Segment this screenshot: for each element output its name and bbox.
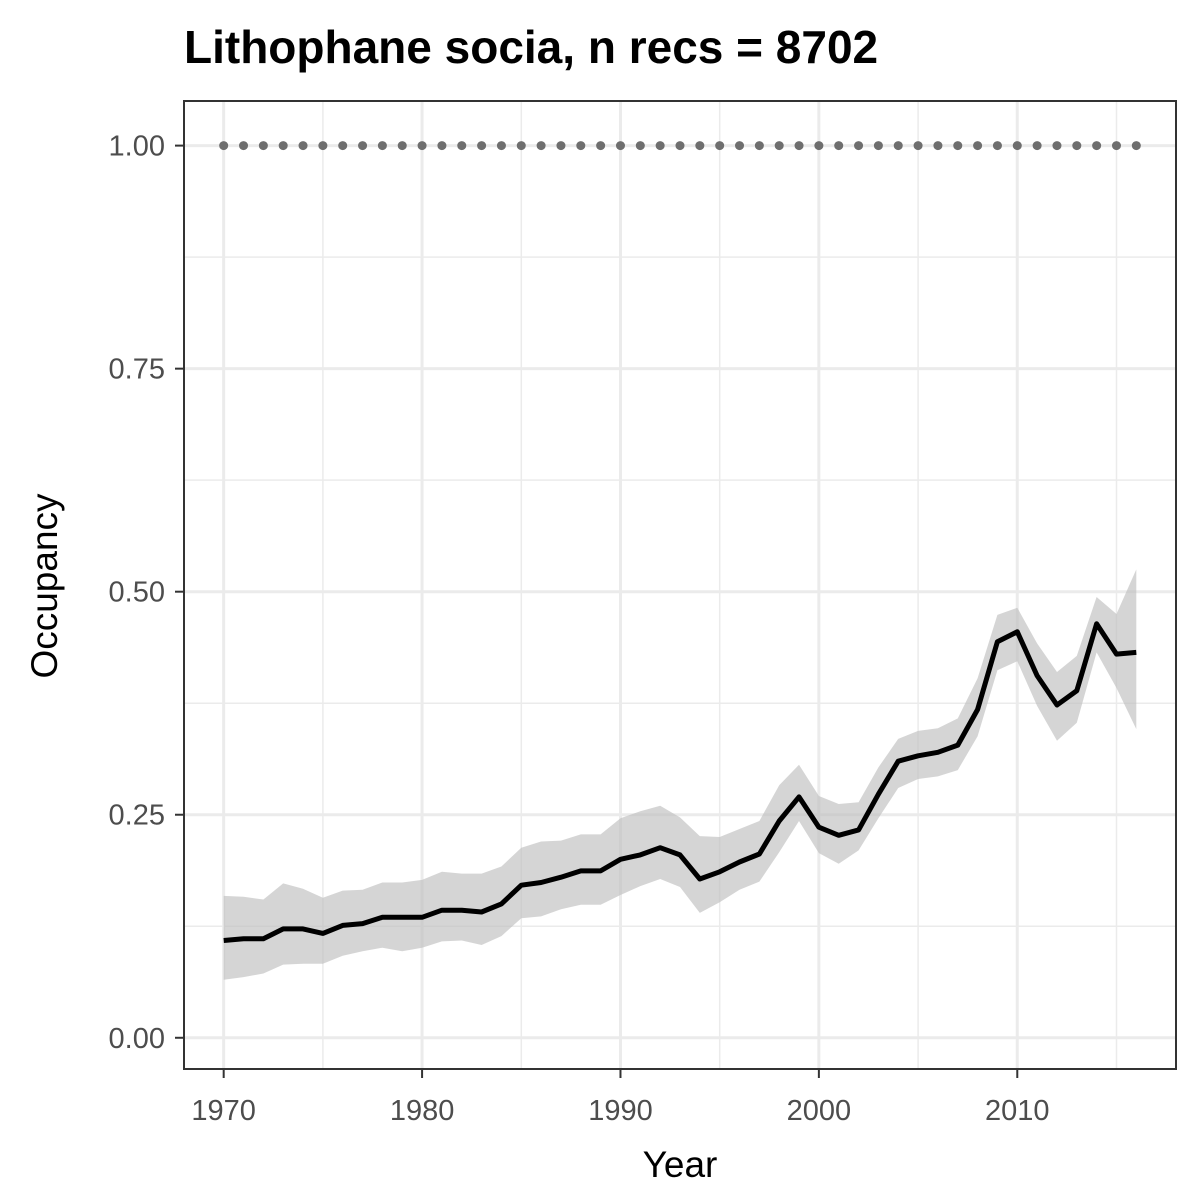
reference-point <box>774 141 784 151</box>
y-tick-label: 0.75 <box>109 354 165 386</box>
reference-point <box>1052 141 1062 151</box>
reference-point <box>1131 141 1141 151</box>
reference-point <box>516 141 526 151</box>
y-tick-label: 0.25 <box>109 800 165 832</box>
y-tick-label: 0.00 <box>109 1023 165 1055</box>
reference-point <box>1032 141 1042 151</box>
reference-point <box>675 141 685 151</box>
reference-point <box>992 141 1002 151</box>
chart-title: Lithophane socia, n recs = 8702 <box>184 21 878 73</box>
x-tick-label: 1990 <box>588 1095 653 1127</box>
x-axis: 1970 1980 1990 2000 2010 <box>191 1069 1050 1127</box>
reference-point <box>854 141 864 151</box>
x-tick-label: 1970 <box>191 1095 256 1127</box>
reference-point <box>814 141 824 151</box>
reference-point <box>933 141 943 151</box>
reference-point <box>338 141 348 151</box>
x-tick-label: 1980 <box>390 1095 455 1127</box>
trend-line-layer <box>223 621 1137 943</box>
reference-point <box>635 141 645 151</box>
reference-point <box>318 141 328 151</box>
reference-point <box>1012 141 1022 151</box>
reference-point <box>715 141 725 151</box>
reference-point <box>794 141 804 151</box>
y-axis-title: Occupancy <box>24 493 65 679</box>
reference-point <box>397 141 407 151</box>
reference-point <box>536 141 546 151</box>
reference-point <box>873 141 883 151</box>
reference-point <box>477 141 487 151</box>
reference-point <box>437 141 447 151</box>
reference-point <box>219 141 229 151</box>
reference-point <box>735 141 745 151</box>
reference-point <box>834 141 844 151</box>
y-tick-label: 0.50 <box>109 577 165 609</box>
reference-point <box>1092 141 1102 151</box>
confidence-ribbon-layer <box>223 569 1137 980</box>
reference-point <box>576 141 586 151</box>
reference-point <box>615 141 625 151</box>
confidence-ribbon <box>223 569 1137 980</box>
y-tick-label: 1.00 <box>109 131 165 163</box>
reference-point <box>258 141 268 151</box>
occupancy-trend-line <box>223 621 1137 943</box>
y-axis: 0.00 0.25 0.50 0.75 1.00 <box>109 131 184 1055</box>
reference-point <box>358 141 368 151</box>
panel-border <box>183 100 1177 1070</box>
reference-point <box>278 141 288 151</box>
reference-point <box>239 141 249 151</box>
x-tick-label: 2010 <box>985 1095 1050 1127</box>
reference-point <box>973 141 983 151</box>
reference-point <box>596 141 606 151</box>
reference-point <box>754 141 764 151</box>
reference-point <box>417 141 427 151</box>
reference-point <box>377 141 387 151</box>
reference-point <box>953 141 963 151</box>
reference-point <box>298 141 308 151</box>
reference-point <box>1072 141 1082 151</box>
reference-point <box>655 141 665 151</box>
x-tick-label: 2000 <box>787 1095 852 1127</box>
panel-border-layer <box>183 100 1177 1070</box>
reference-point <box>913 141 923 151</box>
reference-point <box>556 141 566 151</box>
x-axis-title: Year <box>643 1144 718 1185</box>
reference-point <box>496 141 506 151</box>
reference-point <box>457 141 467 151</box>
reference-points-layer <box>219 141 1141 151</box>
reference-point <box>1111 141 1121 151</box>
reference-point <box>893 141 903 151</box>
reference-point <box>695 141 705 151</box>
